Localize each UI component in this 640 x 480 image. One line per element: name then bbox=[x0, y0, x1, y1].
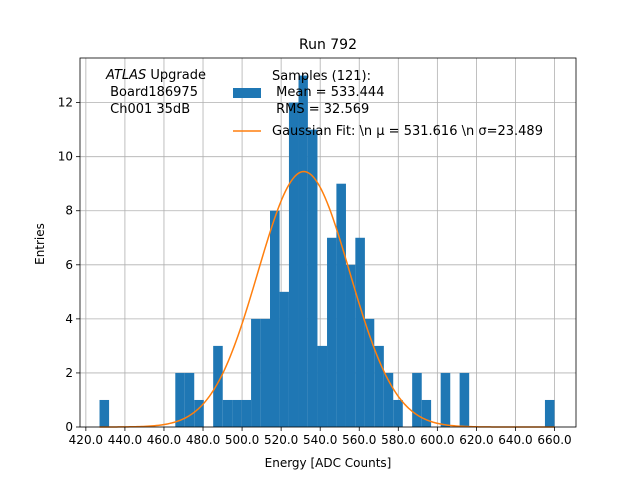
legend-samples-line-2: Mean = 533.444 bbox=[272, 85, 384, 100]
x-tick-label: 420.0 bbox=[69, 433, 103, 447]
legend-fit-label: Gaussian Fit: \n μ = 531.616 \n σ=23.489 bbox=[272, 124, 543, 139]
x-tick-label: 600.0 bbox=[420, 433, 454, 447]
legend-samples-line-1: Samples (121): bbox=[272, 69, 371, 84]
x-tick-label: 520.0 bbox=[264, 433, 298, 447]
histogram-bar bbox=[222, 399, 233, 427]
x-tick-label: 500.0 bbox=[225, 433, 259, 447]
y-tick-label: 12 bbox=[58, 96, 73, 110]
x-tick-label: 440.0 bbox=[108, 433, 142, 447]
y-tick-label: 4 bbox=[65, 312, 73, 326]
histogram-bar bbox=[99, 399, 110, 427]
x-tick-label: 460.0 bbox=[147, 433, 181, 447]
plot-frame bbox=[79, 57, 577, 428]
x-tick-label: 580.0 bbox=[381, 433, 415, 447]
y-tick-label: 0 bbox=[65, 420, 73, 434]
histogram-bar bbox=[421, 399, 432, 427]
axis-ticks: 420.0 440.0 460.0 480.0 500.0 520.0 540.0 560.0… bbox=[58, 96, 572, 447]
histogram-bar bbox=[459, 372, 470, 427]
histogram-bar bbox=[336, 183, 346, 427]
histogram-bar bbox=[440, 372, 451, 427]
histogram-bar bbox=[213, 345, 223, 427]
histogram-bar bbox=[345, 264, 356, 427]
y-tick-label: 6 bbox=[65, 258, 73, 272]
histogram-bar bbox=[374, 345, 384, 427]
y-tick-label: 10 bbox=[58, 150, 73, 164]
histogram-bar bbox=[298, 75, 308, 428]
legend: Samples (121): Mean = 533.444 RMS = 32.5… bbox=[233, 69, 543, 139]
histogram-bar bbox=[184, 372, 195, 427]
x-tick-label: 540.0 bbox=[303, 433, 337, 447]
histogram-bar bbox=[232, 399, 242, 427]
histogram-bar bbox=[317, 345, 328, 427]
histogram-bar bbox=[355, 237, 365, 427]
histogram-bar bbox=[251, 318, 261, 427]
histogram-bar bbox=[279, 291, 289, 427]
annotation-line-1: ATLAS Upgrade bbox=[105, 68, 206, 83]
histogram-bar bbox=[544, 399, 555, 427]
histogram-bar bbox=[393, 399, 403, 427]
x-tick-label: 620.0 bbox=[459, 433, 493, 447]
annotation-channel: Ch001 35dB bbox=[106, 102, 190, 117]
histogram-bar bbox=[364, 318, 375, 427]
chart-title: Run 792 bbox=[299, 37, 357, 53]
y-axis-label: Entries bbox=[33, 223, 47, 265]
histogram-bar bbox=[270, 210, 280, 427]
histogram-bar bbox=[307, 129, 318, 427]
histogram-bar bbox=[175, 372, 185, 427]
histogram-bar bbox=[288, 102, 299, 427]
histogram-bar bbox=[327, 237, 337, 427]
y-tick-label: 2 bbox=[65, 366, 73, 380]
x-tick-label: 640.0 bbox=[498, 433, 532, 447]
y-tick-label: 8 bbox=[65, 204, 73, 218]
x-axis-label: Energy [ADC Counts] bbox=[265, 456, 392, 470]
histogram-bar bbox=[241, 399, 252, 427]
atlas-annotation: ATLAS Upgrade Board186975 Ch001 35dB bbox=[105, 68, 206, 117]
histogram-bar bbox=[412, 372, 422, 427]
x-tick-label: 660.0 bbox=[537, 433, 571, 447]
histogram-bar bbox=[194, 399, 204, 427]
histogram-bar bbox=[383, 372, 394, 427]
x-tick-label: 480.0 bbox=[186, 433, 220, 447]
annotation-atlas: ATLAS bbox=[105, 68, 146, 83]
legend-samples-swatch bbox=[233, 88, 261, 98]
histogram-bar bbox=[260, 318, 271, 427]
annotation-upgrade: Upgrade bbox=[146, 68, 206, 83]
histogram-bars bbox=[99, 75, 555, 428]
legend-samples-line-3: RMS = 32.569 bbox=[272, 102, 369, 117]
annotation-board: Board186975 bbox=[106, 85, 198, 100]
x-tick-label: 560.0 bbox=[342, 433, 376, 447]
